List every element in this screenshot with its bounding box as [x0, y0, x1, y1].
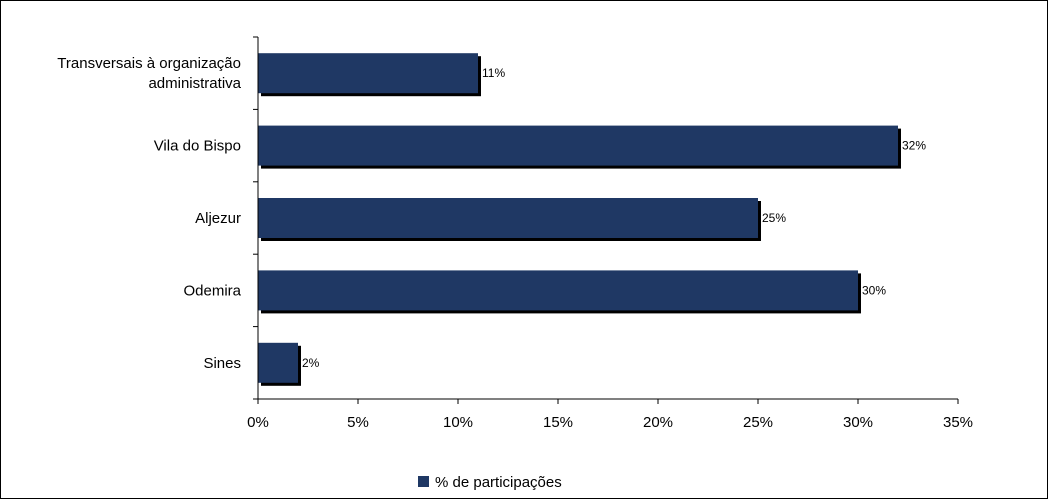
legend-swatch — [418, 476, 429, 487]
category-label: Transversais à organização — [57, 55, 241, 72]
bar-3 — [258, 270, 858, 311]
x-tick-label: 20% — [643, 414, 673, 431]
x-tick-label: 30% — [843, 414, 873, 431]
bar-1 — [258, 125, 898, 166]
x-tick-label: 5% — [347, 414, 369, 431]
category-label: Vila do Bispo — [154, 138, 241, 155]
x-tick-label: 10% — [443, 414, 473, 431]
data-label: 2% — [302, 356, 320, 370]
x-tick-label: 25% — [743, 414, 773, 431]
x-tick-label: 0% — [247, 414, 269, 431]
bar-0 — [258, 53, 478, 94]
category-label: Sines — [203, 355, 241, 372]
data-label: 32% — [902, 139, 926, 153]
data-label: 25% — [762, 211, 786, 225]
bar-4 — [258, 342, 298, 383]
data-label: 30% — [862, 283, 886, 297]
x-tick-label: 35% — [943, 414, 973, 431]
axes-layer — [253, 36, 959, 404]
labels-layer: 11% Transversais à organização administrat… — [57, 55, 973, 431]
category-label: administrativa — [148, 75, 241, 92]
category-label: Aljezur — [195, 210, 241, 227]
data-label: 11% — [482, 66, 505, 80]
bar-2 — [258, 198, 758, 238]
x-tick-label: 15% — [543, 414, 573, 431]
category-label: Odemira — [183, 282, 241, 299]
bars-layer — [258, 53, 901, 386]
legend-label: % de participações — [435, 474, 562, 491]
legend: % de participações — [418, 474, 562, 491]
